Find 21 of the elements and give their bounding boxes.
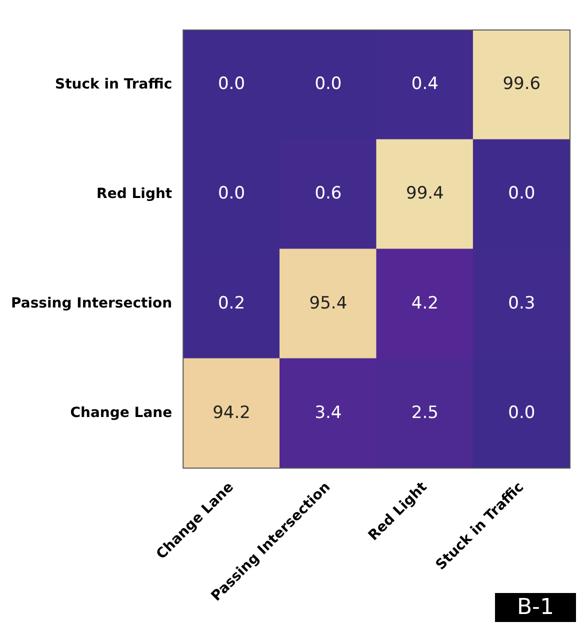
- data-label: 3.4: [314, 402, 342, 423]
- y-tick-label: Change Lane: [70, 405, 172, 422]
- data-label: 99.4: [406, 184, 444, 204]
- y-tick-label: Passing Intersection: [10, 296, 172, 312]
- text: B-1: [494, 593, 576, 622]
- data-label: 0.2: [218, 293, 246, 314]
- data-label: 0.6: [314, 184, 342, 204]
- data-label: 0.0: [218, 184, 246, 204]
- data-label: 0.0: [218, 74, 246, 94]
- data-label: 0.0: [508, 184, 536, 204]
- data-label: 0.3: [508, 293, 536, 314]
- data-label: 0.0: [314, 74, 342, 94]
- data-label: 0.0: [508, 402, 536, 423]
- data-label: 2.5: [411, 402, 438, 423]
- data-label: 94.2: [212, 402, 250, 423]
- data-label: 4.2: [411, 293, 438, 314]
- data-label: 95.4: [309, 293, 348, 314]
- data-label: 99.6: [502, 74, 541, 94]
- y-tick-label: Stuck in Traffic: [54, 76, 172, 92]
- y-tick-label: Red Light: [96, 186, 172, 202]
- data-label: 0.4: [411, 74, 438, 94]
